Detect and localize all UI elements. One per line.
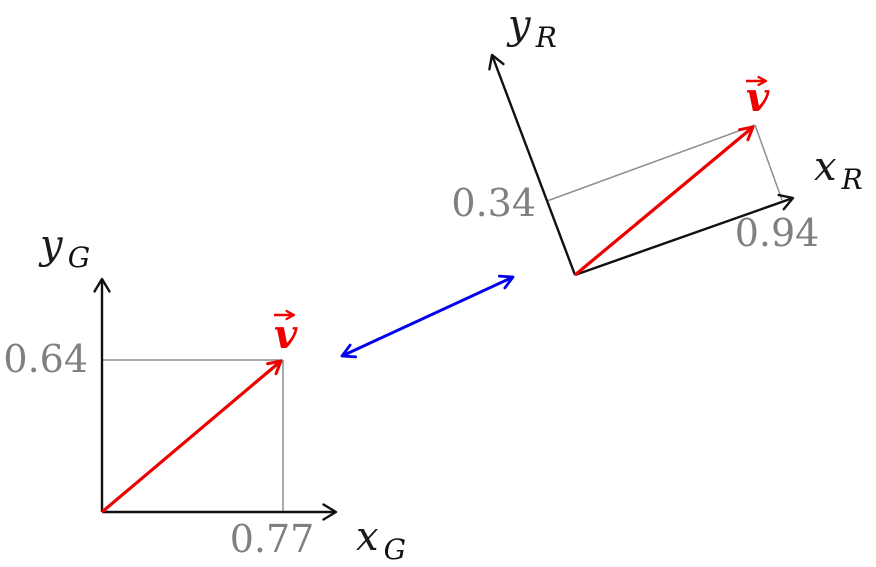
frame-transform-arrow [340,274,515,359]
r-frame-x-axis [574,193,795,277]
r-frame-x-projection-line [754,124,783,201]
g-frame-y-component-value: 0.64 [3,337,88,381]
r-frame-y-axis-subscript: R [535,21,557,54]
r-frame-y-axis [488,53,577,276]
r-frame-vector-v [573,125,755,277]
r-frame-x-axis-label: x R [814,144,863,196]
r-frame-x-axis-subscript: R [841,163,863,196]
g-frame-x-component-value: 0.77 [230,517,315,561]
g-frame-y-axis-label: y G [38,222,90,274]
r-frame-y-axis-label: y R [506,2,557,54]
g-frame-y-axis-subscript: G [68,241,90,274]
g-frame-vector-label: v [274,311,298,358]
g-frame-x-axis-subscript: G [384,533,406,566]
g-frame-x-axis-label: x G [356,514,406,566]
g-frame-y-axis-letter: y [38,222,64,268]
r-frame-x-axis-letter: x [814,144,837,190]
r-frame-y-component-value: 0.34 [451,181,536,225]
g-frame-x-axis-letter: x [356,514,379,560]
frame-G: y G x G 0.64 0.77 v [3,222,406,566]
frame-R: y R x R 0.34 0.94 v [451,2,863,277]
r-frame-y-axis-letter: y [506,2,532,48]
r-frame-x-component-value: 0.94 [735,211,820,255]
r-frame-y-projection-line [546,124,756,202]
g-frame-vector-v [100,359,283,514]
